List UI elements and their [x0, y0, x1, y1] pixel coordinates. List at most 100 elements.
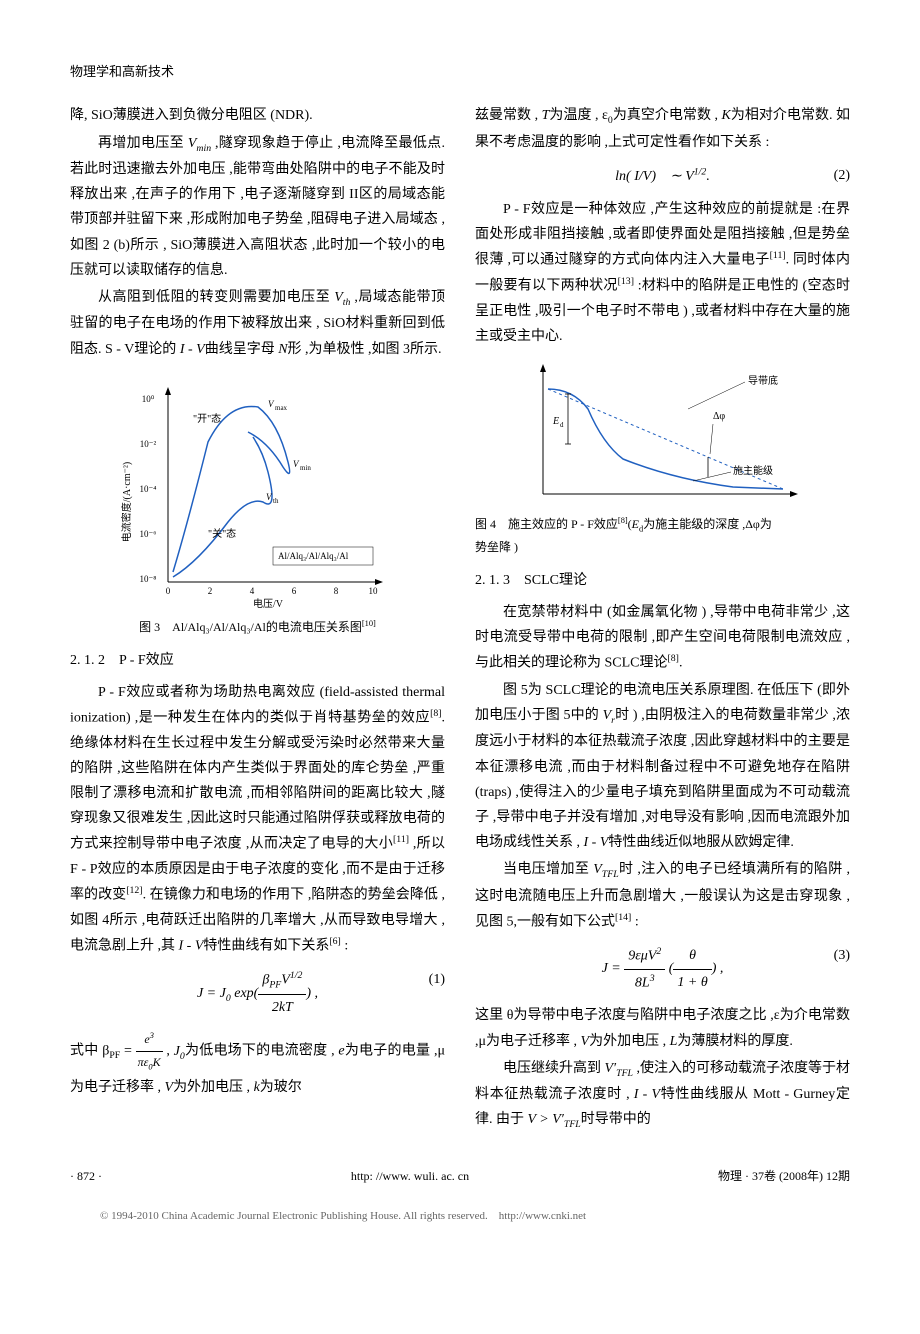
ref: [14]: [615, 912, 631, 923]
fig4-ref: [8]: [618, 516, 628, 525]
ref: [13]: [618, 276, 634, 287]
page-number: · 872 ·: [70, 1166, 102, 1188]
svg-text:施主能级: 施主能级: [733, 464, 773, 477]
text: 为温度 , ε: [549, 108, 608, 123]
content-columns: 降, SiO薄膜进入到负微分电阻区 (NDR). 再增加电压至 Vmin ,隧穿…: [70, 103, 850, 1136]
fig3-ref: [10]: [362, 619, 376, 628]
text: 在宽禁带材料中 (如金属氧化物 ) ,导带中电荷非常少 ,这时电流受导带中电荷的…: [475, 605, 850, 671]
iv-symbol: I - V: [180, 342, 205, 357]
k-symbol: K: [722, 108, 731, 123]
para-eq1-desc: 式中 βPF = e3πε0K , J0为低电场下的电流密度 , e为电子的电量…: [70, 1028, 445, 1099]
para-boltzmann: 兹曼常数 , T为温度 , ε0为真空介电常数 , K为相对介电常数. 如果不考…: [475, 103, 850, 155]
text: . 绝缘体材料在生长过程中发生分解或受污染时必然带来大量的陷阱 ,这些陷阱在体内…: [70, 710, 445, 852]
svg-text:Al/Alq₃/Al/Alq₃/Al: Al/Alq₃/Al/Alq₃/Al: [278, 551, 349, 561]
svg-text:10⁻⁸: 10⁻⁸: [139, 574, 156, 584]
text: 式中 β: [70, 1044, 109, 1059]
svg-text:th: th: [273, 497, 279, 505]
svg-text:10⁰: 10⁰: [141, 394, 154, 404]
para-sclc-fig5: 图 5为 SCLC理论的电流电压关系原理图. 在低压下 (即外加电压小于图 5中…: [475, 678, 850, 856]
para-mott-gurney: 电压继续升高到 V′TFL ,使注入的可移动载流子浓度等于材料本征热载流子浓度时…: [475, 1056, 850, 1134]
para-vtfl: 当电压增加至 VTFL时 ,注入的电子已经填满所有的陷阱 ,这时电流随电压上升而…: [475, 857, 850, 934]
vth-symbol: Vth: [334, 290, 350, 305]
text: 电压继续升高到: [503, 1061, 605, 1076]
svg-text:V: V: [293, 459, 300, 469]
text: 特性曲线有如下关系: [203, 939, 329, 954]
svg-text:"关"态: "关"态: [208, 527, 236, 540]
para-eq3-desc: 这里 θ为导带中电子浓度与陷阱中电子浓度之比 ,ε为介电常数 ,μ为电子迁移率 …: [475, 1003, 850, 1053]
svg-text:"开"态: "开"态: [193, 412, 221, 425]
n-symbol: N: [278, 342, 287, 357]
svg-text:0: 0: [165, 586, 170, 596]
iv-symbol: I - V: [179, 939, 204, 954]
equation-3: J = 9εμV28L3 (θ1 + θ) , (3): [475, 943, 850, 996]
svg-text:6: 6: [291, 586, 296, 596]
fig4-diagram: Ed Δφ 导带底 施主能级: [513, 359, 813, 509]
para-pf-effect: P - F效应或者称为场助热电离效应 (field-assisted therm…: [70, 680, 445, 960]
svg-text:10⁻⁶: 10⁻⁶: [139, 529, 156, 539]
svg-text:导带底: 导带底: [748, 374, 778, 387]
para-sclc-intro: 在宽禁带材料中 (如金属氧化物 ) ,导带中电荷非常少 ,这时电流受导带中电荷的…: [475, 600, 850, 676]
v-symbol: V: [165, 1080, 174, 1095]
svg-text:E: E: [552, 416, 559, 427]
ref: [11]: [770, 250, 786, 261]
svg-text:10: 10: [368, 586, 378, 596]
text: :: [631, 915, 638, 930]
text: 形 ,为单极性 ,如图 3所示.: [288, 342, 442, 357]
text: 为真空介电常数 ,: [613, 108, 722, 123]
vr-symbol: Vr: [603, 708, 615, 723]
text: 曲线呈字母: [205, 342, 279, 357]
text: ,: [163, 1044, 174, 1059]
svg-text:电流密度/(A·cm⁻²): 电流密度/(A·cm⁻²): [120, 461, 133, 541]
eq-number: (3): [834, 943, 850, 968]
svg-text:Δφ: Δφ: [713, 411, 725, 422]
equation-2: ln( I/V) ∼ V1/2. (2): [475, 163, 850, 189]
iv-symbol: I - V: [634, 1087, 660, 1102]
text: 兹曼常数 ,: [475, 108, 542, 123]
figure-3: 10⁻⁸ 10⁻⁶ 10⁻⁴ 10⁻² 10⁰ 0 2 4 6 8 10: [70, 372, 445, 639]
v-symbol: V: [581, 1034, 590, 1049]
section-2-1-3: 2. 1. 3 SCLC理论: [475, 568, 850, 593]
svg-text:8: 8: [333, 586, 338, 596]
text: 从高阻到低阻的转变则需要加电压至: [98, 290, 334, 305]
fig3-chart: 10⁻⁸ 10⁻⁶ 10⁻⁴ 10⁻² 10⁰ 0 2 4 6 8 10: [118, 372, 398, 612]
text: 当电压增加至: [503, 862, 593, 877]
ref: [11]: [393, 834, 409, 845]
svg-text:10⁻⁴: 10⁻⁴: [139, 484, 156, 494]
page-footer: · 872 · http: //www. wuli. ac. cn 物理 · 3…: [70, 1166, 850, 1188]
vtfl-symbol: VTFL: [593, 862, 618, 877]
left-column: 降, SiO薄膜进入到负微分电阻区 (NDR). 再增加电压至 Vmin ,隧穿…: [70, 103, 445, 1136]
text: 为外加电压 ,: [173, 1080, 254, 1095]
fig3-caption: 图 3 Al/Alq₃/Al/Alq₃/Al的电流电压关系图[10]: [70, 616, 445, 639]
text: 再增加电压至: [98, 136, 188, 151]
ref: [12]: [126, 885, 142, 896]
text: ,隧穿现象趋于停止 ,电流降至最低点. 若此时迅速撤去外加电压 ,能带弯曲处陷阱…: [70, 136, 445, 278]
iv-symbol: I - V: [584, 835, 609, 850]
ref: [8]: [430, 708, 441, 719]
svg-text:2: 2: [207, 586, 212, 596]
svg-text:10⁻²: 10⁻²: [139, 439, 156, 449]
para-ndr: 降, SiO薄膜进入到负微分电阻区 (NDR).: [70, 103, 445, 128]
fig4-svg: Ed Δφ 导带底 施主能级: [513, 359, 813, 509]
para-vth: 从高阻到低阻的转变则需要加电压至 Vth ,局域态能带顶驻留的电子在电场的作用下…: [70, 285, 445, 362]
eq-number: (1): [429, 967, 445, 992]
svg-text:4: 4: [249, 586, 254, 596]
text: 为低电场下的电流密度 ,: [185, 1044, 339, 1059]
page-header: 物理学和高新技术: [70, 60, 850, 83]
eq-number: (2): [834, 163, 850, 188]
svg-text:min: min: [300, 464, 311, 472]
vgt-symbol: V > V′TFL: [528, 1112, 581, 1127]
footer-url: http: //www. wuli. ac. cn: [351, 1166, 469, 1188]
text: :: [341, 939, 348, 954]
vtfl2-symbol: V′TFL: [605, 1061, 634, 1076]
section-2-1-2: 2. 1. 2 P - F效应: [70, 648, 445, 673]
text: 时导带中的: [581, 1112, 651, 1127]
sub: PF: [109, 1051, 120, 1062]
text: 为玻尔: [260, 1080, 302, 1095]
svg-text:V: V: [268, 399, 275, 409]
svg-text:d: d: [560, 421, 564, 429]
vmin-symbol: Vmin: [188, 136, 211, 151]
text: 为外加电压 ,: [589, 1034, 670, 1049]
figure-4: Ed Δφ 导带底 施主能级 图 4 施主效应的 P - F效应[8](Ed为施…: [475, 359, 850, 558]
fig3-svg: 10⁻⁸ 10⁻⁶ 10⁻⁴ 10⁻² 10⁰ 0 2 4 6 8 10: [118, 372, 398, 612]
text: 时 ) ,由阴极注入的电荷数量非常少 ,浓度远小于材料的本征热载流子浓度 ,因此…: [475, 708, 850, 850]
